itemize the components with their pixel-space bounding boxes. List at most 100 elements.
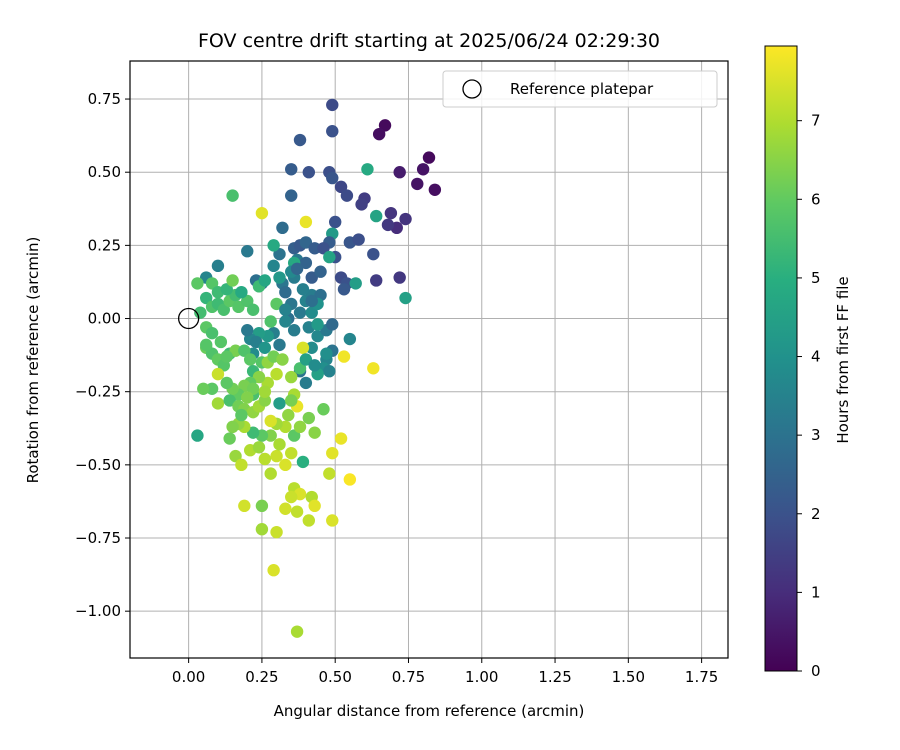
data-point [340, 189, 354, 202]
data-point [220, 283, 233, 296]
data-point [264, 467, 277, 480]
data-point [235, 285, 248, 299]
data-point [267, 239, 280, 252]
data-point [326, 514, 339, 527]
data-point [246, 426, 260, 439]
data-point [334, 180, 348, 194]
data-point [384, 206, 398, 220]
colorbar: 0 1 2 3 4 5 6 7 Hours from first FF file [764, 45, 852, 680]
chart-title: FOV centre drift starting at 2025/06/24 … [198, 30, 660, 52]
data-point [223, 432, 236, 445]
data-point [252, 441, 266, 454]
data-point [293, 133, 307, 147]
colorbar-ticks: 0 1 2 3 4 5 6 7 [797, 112, 821, 680]
legend-box [442, 70, 718, 108]
data-point [302, 411, 316, 425]
reference-point [177, 307, 200, 330]
data-point [290, 505, 304, 518]
data-point [367, 362, 380, 375]
data-point [296, 283, 310, 296]
data-point [311, 318, 324, 331]
data-point [285, 163, 298, 176]
data-point [299, 256, 313, 270]
data-point [211, 259, 225, 273]
legend: Reference platepar [442, 70, 718, 108]
data-point [287, 324, 301, 337]
colorbar-tick-label: 7 [811, 112, 821, 130]
y-tick-label: −0.25 [75, 383, 121, 401]
data-point [235, 458, 248, 472]
data-point [238, 499, 251, 513]
data-point [317, 403, 330, 416]
data-point [235, 408, 248, 422]
data-point [285, 189, 298, 202]
data-point [255, 523, 269, 536]
data-point [287, 429, 301, 442]
data-point [326, 125, 339, 138]
y-axis-title: Rotation from reference (arcmin) [24, 237, 42, 484]
x-tick-label: 0.00 [172, 668, 205, 686]
data-point [399, 291, 412, 305]
data-point [273, 438, 286, 451]
data-point [226, 189, 239, 202]
data-point [200, 291, 213, 305]
data-point [194, 306, 207, 319]
colorbar-tick-label: 6 [811, 190, 821, 208]
data-point [246, 303, 260, 316]
data-point [293, 362, 307, 375]
data-point [232, 300, 245, 314]
data-point [422, 151, 436, 164]
data-point [241, 294, 254, 308]
data-point [191, 429, 204, 442]
data-points [191, 98, 442, 638]
data-point [361, 163, 374, 176]
data-point [276, 221, 289, 235]
data-point [267, 564, 280, 577]
data-point [267, 259, 280, 273]
data-point [249, 335, 263, 349]
data-point [205, 382, 219, 395]
plot-frame [129, 60, 729, 659]
x-tick-label: 0.25 [245, 668, 278, 686]
data-point [349, 277, 362, 290]
data-point [205, 326, 219, 340]
data-point [270, 525, 283, 539]
x-tick-label: 1.50 [612, 668, 645, 686]
colorbar-tick-label: 2 [811, 505, 821, 523]
data-point [200, 338, 213, 352]
data-point [308, 242, 321, 255]
y-tick-label: 0.00 [88, 310, 121, 328]
x-tick-label: 0.75 [392, 668, 425, 686]
data-point [255, 206, 269, 220]
data-point [246, 382, 260, 395]
data-point [326, 98, 339, 112]
data-point [258, 274, 272, 287]
data-point [399, 212, 412, 226]
data-point [305, 294, 318, 308]
data-point [323, 365, 336, 378]
data-point [270, 449, 283, 463]
data-point [308, 499, 321, 513]
data-point [205, 277, 219, 290]
y-axis-ticks: 0.75 0.50 0.25 0.00 −0.25 −0.50 −0.75 −1.00 [75, 90, 130, 620]
data-point [323, 467, 336, 480]
data-point [317, 242, 330, 255]
data-point [326, 318, 339, 331]
legend-label: Reference platepar [510, 80, 654, 98]
data-point [299, 376, 313, 390]
data-point [296, 341, 310, 354]
colorbar-tick-label: 0 [811, 662, 821, 680]
data-point [326, 171, 339, 185]
data-point [258, 385, 272, 398]
data-point [211, 367, 225, 381]
data-point [411, 177, 424, 191]
data-point [352, 233, 365, 246]
reference-marker [177, 307, 200, 330]
data-point [393, 271, 406, 284]
data-point [252, 370, 266, 384]
data-point [243, 353, 257, 366]
data-point [305, 341, 318, 354]
data-point [285, 490, 298, 504]
